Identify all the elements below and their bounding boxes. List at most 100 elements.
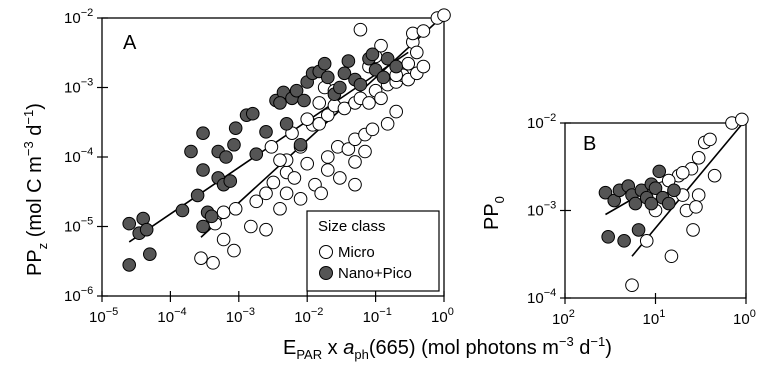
- point-nano-pico: [223, 174, 238, 188]
- point-micro: [300, 156, 315, 171]
- point-nano-pico: [249, 147, 264, 161]
- point-micro: [437, 8, 451, 22]
- point-nano-pico: [376, 70, 391, 85]
- point-nano-pico: [190, 188, 205, 203]
- point-micro: [735, 112, 749, 127]
- y-title-exp1: −3: [21, 141, 36, 156]
- panel-b-y-ticks: 10−4 10−3 10−2: [527, 112, 571, 307]
- point-micro: [312, 96, 327, 110]
- point-nano-pico: [279, 117, 294, 131]
- y-tick-label: 10−5: [64, 216, 93, 236]
- point-nano-pico: [122, 216, 137, 231]
- x-tick-label: 101: [643, 308, 666, 328]
- panel-b-x-ticks: 102 101 100: [552, 293, 756, 328]
- y-tick-label: 10−2: [527, 112, 556, 132]
- panel-a-label: A: [123, 32, 137, 54]
- panel-b-label: B: [583, 133, 596, 155]
- point-nano-pico: [644, 196, 659, 211]
- y-title-exp2: −1: [21, 110, 36, 125]
- point-micro: [675, 165, 690, 180]
- x-tick-label: 10−1: [363, 306, 392, 326]
- x-title-times: x: [322, 337, 343, 359]
- point-micro: [703, 132, 717, 147]
- y-title-sub: z: [35, 243, 50, 250]
- point-micro: [259, 222, 273, 237]
- x-title-par: PAR: [296, 347, 322, 362]
- point-micro: [353, 22, 368, 37]
- y-tick-label: 10−4: [527, 287, 556, 307]
- point-nano-pico: [631, 223, 646, 237]
- b-y-title-sub: 0: [492, 196, 507, 203]
- y-tick-label: 10−2: [64, 7, 93, 27]
- point-micro: [664, 249, 679, 264]
- point-micro: [300, 112, 315, 126]
- point-nano-pico: [259, 125, 273, 139]
- point-nano-pico: [196, 163, 210, 177]
- point-micro: [266, 175, 281, 190]
- point-nano-pico: [184, 144, 198, 159]
- point-nano-pico: [320, 70, 335, 85]
- y-tick-label: 10−3: [64, 77, 93, 97]
- point-micro: [358, 144, 372, 159]
- y-title-units2: d: [24, 125, 46, 142]
- x-title-rest: (665) (mol photons m: [369, 337, 559, 359]
- point-micro: [312, 117, 327, 131]
- point-micro: [341, 142, 356, 156]
- point-nano-pico: [617, 234, 631, 248]
- point-micro: [264, 140, 279, 154]
- y-tick-label: 10−6: [64, 285, 93, 305]
- point-nano-pico: [365, 47, 380, 62]
- point-micro: [216, 205, 231, 220]
- x-title-a: a: [343, 337, 354, 359]
- point-nano-pico: [628, 196, 643, 211]
- point-micro: [227, 243, 241, 258]
- point-nano-pico: [122, 258, 137, 272]
- point-micro: [228, 201, 243, 216]
- point-nano-pico: [652, 164, 667, 179]
- point-micro: [333, 171, 347, 185]
- x-title-exp2: −1: [590, 334, 605, 349]
- y-title-main: PP: [24, 249, 46, 276]
- x-title-ph: ph: [354, 347, 368, 362]
- point-micro: [689, 200, 703, 214]
- point-nano-pico: [196, 219, 210, 234]
- panel-b-points: [598, 112, 749, 293]
- point-micro: [389, 104, 403, 119]
- legend: Size class Micro Nano+Pico: [306, 210, 440, 292]
- x-axis-title: EPAR x aph(665) (mol photons m−3 d−1): [283, 334, 612, 362]
- x-title-exp1: −3: [559, 334, 574, 349]
- x-tick-label: 10−4: [157, 306, 186, 326]
- point-nano-pico: [598, 185, 613, 200]
- point-nano-pico: [389, 59, 403, 74]
- legend-title: Size class: [318, 218, 386, 235]
- point-nano-pico: [293, 137, 308, 152]
- panel-b: B 10−4 10−3 10−2 102 101 100 PP0: [481, 112, 756, 328]
- point-micro: [365, 122, 380, 137]
- point-micro: [639, 234, 654, 248]
- point-nano-pico: [139, 222, 154, 237]
- y-tick-label: 10−4: [64, 146, 93, 166]
- x-title-rest2: d: [574, 337, 591, 359]
- point-micro: [287, 171, 302, 185]
- point-nano-pico: [245, 106, 260, 121]
- y-title-units: (mol C m: [24, 156, 46, 243]
- panel-a-points: [122, 8, 451, 272]
- fit-line-micro: [631, 118, 747, 257]
- point-micro: [348, 177, 362, 192]
- x-title-close: ): [605, 337, 612, 359]
- y-title-close: ): [24, 103, 46, 110]
- point-micro: [416, 24, 431, 38]
- point-nano-pico: [196, 126, 210, 141]
- point-micro: [206, 256, 220, 270]
- legend-marker-micro: [319, 245, 333, 259]
- point-micro: [686, 223, 700, 237]
- legend-label-nano: Nano+Pico: [338, 265, 412, 282]
- point-nano-pico: [143, 247, 157, 261]
- point-micro: [259, 186, 273, 201]
- point-micro: [216, 232, 231, 247]
- panel-b-y-axis-title: PP0: [481, 196, 507, 230]
- point-micro: [348, 155, 362, 169]
- point-nano-pico: [667, 183, 681, 198]
- point-micro: [362, 96, 376, 110]
